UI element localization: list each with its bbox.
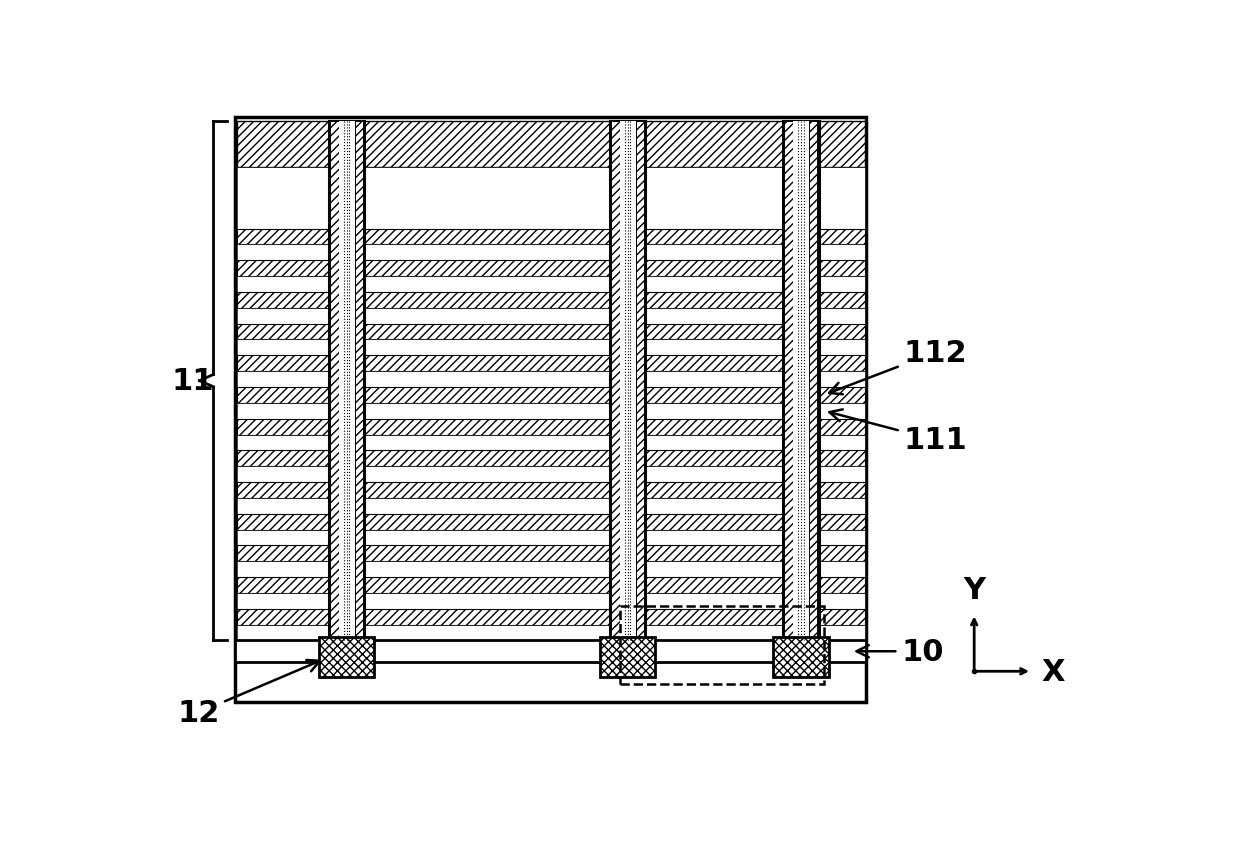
Bar <box>237 340 865 356</box>
Bar <box>330 122 338 641</box>
Bar <box>809 122 818 641</box>
Bar <box>237 276 865 293</box>
Bar <box>600 637 655 677</box>
Bar <box>237 372 865 387</box>
Bar <box>328 122 364 641</box>
Bar <box>237 229 865 245</box>
Text: 11: 11 <box>171 367 214 396</box>
Text: X: X <box>1041 657 1064 686</box>
Bar <box>318 637 374 677</box>
Bar <box>783 122 819 641</box>
Bar <box>620 122 636 641</box>
Bar <box>237 609 865 625</box>
Bar <box>237 577 865 593</box>
Bar <box>235 641 866 662</box>
Bar <box>354 122 363 641</box>
Bar <box>237 261 865 276</box>
Bar <box>237 324 865 340</box>
Bar <box>237 467 865 483</box>
Bar <box>237 451 865 467</box>
Bar <box>237 498 865 514</box>
Bar <box>237 293 865 309</box>
Bar <box>620 606 824 685</box>
Bar <box>237 561 865 577</box>
Bar <box>793 122 809 641</box>
Bar <box>237 122 865 168</box>
Bar <box>636 122 644 641</box>
Bar <box>237 625 865 641</box>
Bar <box>237 309 865 324</box>
Bar <box>237 245 865 261</box>
Bar <box>237 387 865 403</box>
Bar <box>237 530 865 546</box>
Bar <box>237 168 865 229</box>
Bar <box>338 122 354 641</box>
Bar <box>784 122 793 641</box>
Bar <box>237 356 865 372</box>
Bar <box>237 483 865 498</box>
Bar <box>237 593 865 609</box>
Bar <box>237 546 865 561</box>
Bar <box>237 514 865 530</box>
Bar <box>237 419 865 435</box>
Text: 111: 111 <box>829 410 968 455</box>
Bar <box>237 403 865 419</box>
Bar <box>611 122 620 641</box>
Text: 10: 10 <box>856 637 944 666</box>
Bar <box>773 637 829 677</box>
Text: Y: Y <box>963 576 985 605</box>
Text: 12: 12 <box>177 660 320 728</box>
Bar <box>235 118 866 702</box>
Bar <box>610 122 646 641</box>
Bar <box>237 435 865 451</box>
Text: 112: 112 <box>829 339 966 395</box>
